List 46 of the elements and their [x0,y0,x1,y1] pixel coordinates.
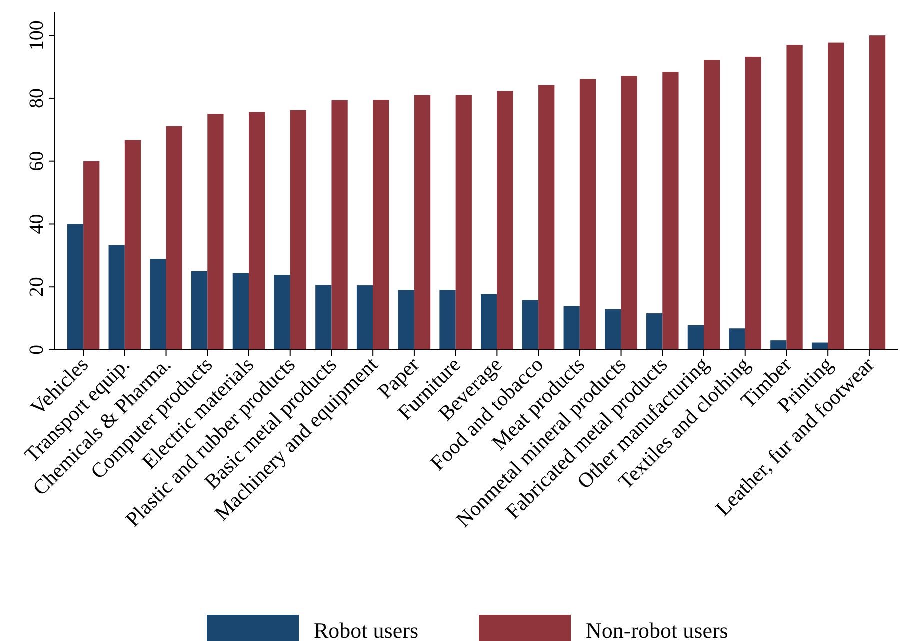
y-tick-label: 60 [26,151,48,172]
bar [67,224,84,350]
bar [729,328,746,350]
bar [869,36,886,350]
bar [605,309,622,350]
bar [398,290,414,350]
bar [274,275,290,350]
bar [84,161,100,350]
bar [440,290,456,350]
y-tick-label: 100 [26,20,48,51]
y-tick-label: 20 [26,277,48,298]
bar [356,286,374,350]
bar [414,95,431,350]
bar [786,45,803,350]
bar [316,285,332,350]
bar [522,300,539,350]
bar [662,72,679,350]
bar [646,314,663,350]
bar [497,91,514,350]
y-tick-label: 0 [26,345,48,355]
bar [192,271,208,350]
bar [564,306,580,350]
bar [166,126,182,350]
y-tick-label: 40 [26,214,48,234]
bar [580,79,596,350]
bar [828,42,844,350]
bar [745,56,762,350]
bar [249,112,266,350]
bar [688,325,704,350]
legend-label: Robot users [314,618,418,641]
bar [770,340,787,350]
y-tick-label: 80 [26,88,48,108]
legend-label: Non-robot users [586,618,728,641]
bar [290,110,306,350]
bar [124,140,142,350]
bar [108,245,125,350]
bar [373,100,390,350]
bar [232,273,249,350]
bar [208,114,224,350]
bar [150,259,166,350]
bar [456,95,472,350]
bar [704,60,720,350]
bar [538,85,555,350]
bar [481,294,498,350]
bar [332,100,348,350]
bar [621,76,638,350]
